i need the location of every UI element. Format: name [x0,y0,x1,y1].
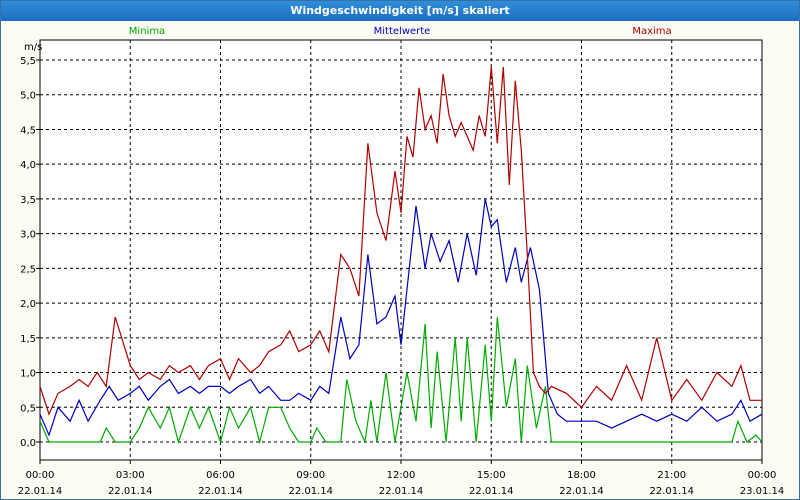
y-tick-label: 1,5 [20,334,36,345]
x-tick-date-label: 22.01.14 [379,486,424,497]
x-tick-time-label: 21:00 [657,470,686,481]
x-tick-date-label: 22.01.14 [288,486,333,497]
x-tick-time-label: 03:00 [116,470,145,481]
x-tick-time-label: 00:00 [26,470,55,481]
y-tick-label: 2,5 [20,264,36,275]
y-tick-label: 5,5 [20,56,36,67]
x-tick-time-label: 00:00 [748,470,777,481]
x-tick-time-label: 06:00 [206,470,235,481]
x-tick-date-label: 22.01.14 [559,486,604,497]
y-axis-unit-label: m/s [24,42,42,53]
y-tick-label: 1,0 [20,369,36,380]
x-tick-time-label: 09:00 [296,470,325,481]
x-tick-time-label: 12:00 [387,470,416,481]
y-tick-label: 3,5 [20,195,36,206]
x-tick-date-label: 22.01.14 [469,486,514,497]
legend-mittelwerte: Mittelwerte [374,26,431,37]
axis-layer: 0,0 0,5 1,0 1,5 2,0 2,5 3,0 3,5 4,0 4,5 5,0 5,5 00:0… [18,26,785,497]
series-layer [39,66,763,445]
legend-maxima: Maxima [632,26,671,37]
y-tick-label: 5,0 [20,91,36,102]
y-tick-label: 4,5 [20,125,36,136]
x-tick-date-label: 22.01.14 [18,486,63,497]
series-line-maxima [39,66,762,416]
window-title: Windgeschwindigkeit [m/s] skaliert [1,1,799,21]
x-tick-time-label: 18:00 [567,470,596,481]
y-tick-label: 2,0 [20,299,36,310]
y-tick-label: 0,0 [20,438,36,449]
x-tick-date-label: 23.01.14 [740,486,785,497]
y-tick-label: 3,0 [20,230,36,241]
legend-minima: Minima [129,26,165,37]
y-tick-label: 4,0 [20,160,36,171]
y-tick-label: 0,5 [20,403,36,414]
x-tick-date-label: 22.01.14 [108,486,153,497]
x-tick-time-label: 15:00 [477,470,506,481]
x-tick-date-label: 22.01.14 [198,486,243,497]
series-line-minima [39,316,763,445]
x-tick-date-label: 22.01.14 [649,486,694,497]
series-line-mittelwerte [39,198,763,437]
